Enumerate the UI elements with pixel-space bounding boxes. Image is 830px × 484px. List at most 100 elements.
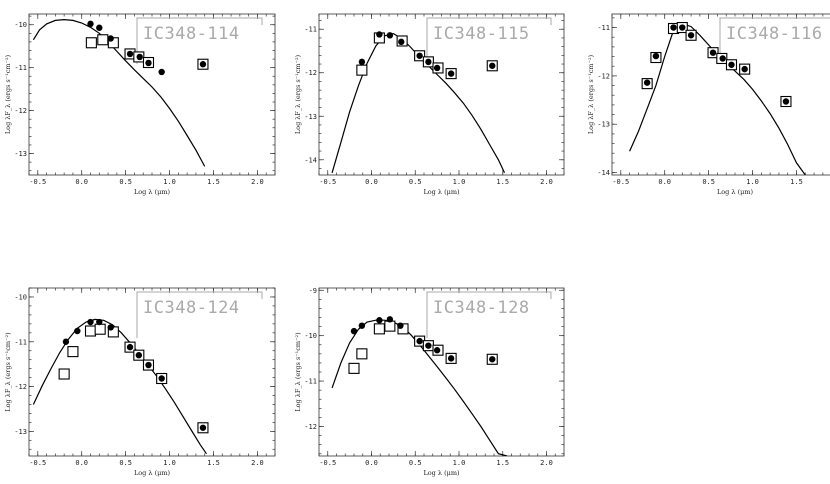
y-axis-label: Log λF_λ (ergs s⁻¹cm⁻²) — [4, 54, 12, 134]
y-tick-label: -11 — [14, 64, 27, 72]
x-tick-label: 2.0 — [251, 178, 264, 186]
y-tick-label: -12 — [14, 383, 27, 391]
panel-title: IC348-114 — [143, 24, 240, 44]
y-tick-label: -10 — [14, 21, 27, 29]
open-square-point — [58, 368, 70, 380]
x-tick-label: -0.5 — [29, 459, 46, 467]
sed-panel-1: -0.5 0.0 0.5 1.0 1.5 2.0 -10 -11 -12 -13 Log λ (μm… — [4, 13, 276, 196]
filled-point — [358, 58, 366, 66]
filled-point — [416, 52, 423, 59]
y-axis-label: Log λF_λ (ergs s⁻¹cm⁻²) — [294, 54, 302, 134]
y-tick-label: -11 — [304, 378, 317, 386]
x-tick-label: 1.5 — [496, 178, 509, 186]
x-tick-label: 1.5 — [207, 178, 220, 186]
open-square-point — [356, 64, 368, 76]
y-tick-label: -11 — [597, 24, 610, 32]
filled-point — [126, 343, 134, 351]
x-tick-label: 2.0 — [540, 178, 553, 186]
plot-area — [32, 18, 209, 167]
y-tick-label: -14 — [597, 169, 610, 177]
filled-point — [87, 20, 94, 28]
plot-area — [629, 21, 806, 175]
filled-point — [376, 31, 383, 38]
x-tick-label: 1.0 — [453, 459, 466, 467]
x-tick-label: -0.5 — [319, 459, 336, 467]
filled-point — [433, 347, 441, 354]
filled-point — [107, 324, 114, 331]
sed-panel-5: -0.5 0.0 0.5 1.0 1.5 2.0 -9 -10 -11 -12 Log λ (μm)… — [294, 287, 565, 477]
x-tick-label: 2.0 — [540, 459, 553, 467]
x-axis-label: Log λ (μm) — [423, 188, 460, 196]
x-axis-label: Log λ (μm) — [134, 188, 171, 196]
y-axis-label: Log λF_λ (ergs s⁻¹cm⁻²) — [4, 332, 12, 412]
filled-point — [679, 24, 686, 31]
filled-point — [358, 322, 366, 329]
y-tick-label: -10 — [304, 332, 317, 340]
title-bracket — [136, 17, 263, 64]
filled-point — [687, 32, 695, 39]
x-tick-label: 1.5 — [496, 459, 509, 467]
x-tick-label: 0.5 — [409, 459, 422, 467]
x-tick-label: 0.0 — [365, 178, 378, 186]
plot-area — [331, 31, 506, 174]
y-tick-label: -12 — [597, 72, 610, 80]
filled-point — [397, 322, 404, 329]
filled-point — [433, 64, 441, 72]
filled-point — [96, 318, 103, 326]
open-square-point — [94, 323, 106, 335]
filled-point — [741, 65, 748, 73]
sed-panel-4: -0.5 0.0 0.5 1.0 1.5 2.0 -10 -11 -12 -13 Log λ (μm… — [4, 287, 276, 477]
filled-point — [782, 98, 790, 105]
y-axis-label: Log λF_λ (ergs s⁻¹cm⁻²) — [294, 332, 302, 412]
x-tick-label: -0.5 — [612, 178, 629, 186]
y-tick-label: -13 — [304, 113, 317, 121]
model-sed-line — [32, 318, 207, 455]
y-axis-label: Log λF_λ (ergs s⁻¹cm⁻²) — [587, 54, 595, 134]
filled-point — [126, 50, 134, 58]
y-tick-label: -12 — [304, 423, 317, 431]
filled-point — [62, 338, 70, 345]
x-tick-label: 1.0 — [163, 178, 176, 186]
y-tick-label: -12 — [304, 69, 317, 77]
x-tick-label: 1.0 — [453, 178, 466, 186]
x-tick-label: 0.0 — [75, 178, 88, 186]
filled-point — [719, 55, 726, 62]
x-tick-label: 0.5 — [409, 178, 422, 186]
x-tick-label: 0.0 — [658, 178, 671, 186]
x-tick-label: -0.5 — [319, 178, 336, 186]
filled-point — [643, 79, 651, 86]
filled-point — [135, 352, 143, 359]
open-square-point — [67, 346, 79, 358]
filled-point — [145, 361, 152, 369]
x-tick-label: 0.0 — [365, 459, 378, 467]
open-square-point — [85, 37, 97, 49]
y-tick-label: -13 — [14, 150, 27, 158]
filled-point — [728, 61, 735, 68]
filled-point — [709, 49, 717, 56]
x-axis-label: Log λ (μm) — [423, 469, 460, 477]
filled-point — [489, 62, 496, 69]
filled-point — [199, 424, 207, 431]
filled-point — [158, 375, 165, 382]
filled-point — [386, 32, 394, 39]
open-square-point — [97, 34, 109, 46]
open-square-point — [84, 325, 97, 337]
x-tick-label: 2.0 — [251, 459, 264, 467]
open-square-point — [356, 348, 368, 360]
open-square-point — [384, 320, 396, 332]
y-tick-label: -14 — [304, 156, 317, 164]
title-bracket — [426, 291, 552, 338]
sed-panel-2: -0.5 0.0 0.5 1.0 1.5 2.0 -11 -12 -13 -14 Log λ (μm… — [294, 13, 565, 196]
x-tick-label: -0.5 — [29, 178, 46, 186]
open-square-point — [373, 323, 385, 335]
x-tick-label: 1.5 — [790, 178, 803, 186]
filled-point — [350, 327, 358, 335]
title-bracket — [719, 17, 830, 64]
y-tick-label: -9 — [309, 287, 317, 295]
open-square-point — [348, 362, 360, 374]
filled-point — [145, 59, 152, 67]
y-tick-label: -12 — [14, 107, 27, 115]
filled-point — [447, 355, 455, 362]
